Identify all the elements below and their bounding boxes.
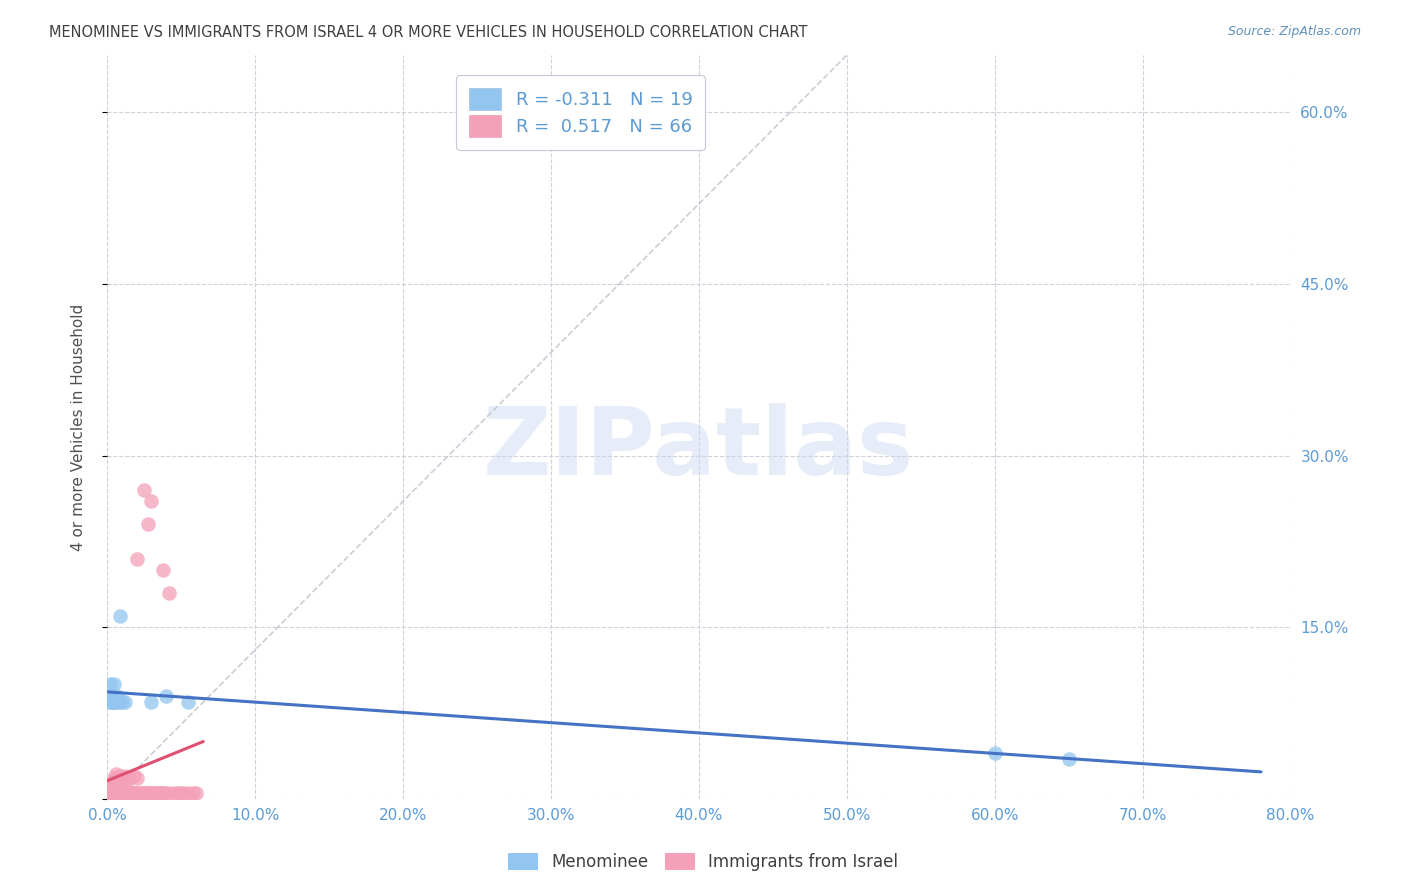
Point <box>184 786 207 800</box>
Text: ZIPatlas: ZIPatlas <box>484 403 914 495</box>
Point <box>104 766 127 780</box>
Point <box>138 517 160 532</box>
Point <box>108 774 131 789</box>
Point <box>118 786 141 800</box>
Text: MENOMINEE VS IMMIGRANTS FROM ISRAEL 4 OR MORE VEHICLES IN HOUSEHOLD CORRELATION : MENOMINEE VS IMMIGRANTS FROM ISRAEL 4 OR… <box>49 25 807 40</box>
Point <box>155 689 177 703</box>
Point <box>115 780 138 795</box>
Point <box>108 694 131 708</box>
Point <box>111 694 134 708</box>
Point <box>107 786 129 800</box>
Point <box>103 786 125 800</box>
Point <box>143 786 166 800</box>
Point <box>118 771 141 785</box>
Point <box>114 769 136 783</box>
Point <box>103 677 125 691</box>
Point <box>108 786 131 800</box>
Point <box>112 786 135 800</box>
Point <box>132 483 155 497</box>
Point <box>101 786 124 800</box>
Point <box>127 786 149 800</box>
Point <box>104 694 127 708</box>
Point <box>177 694 200 708</box>
Text: Source: ZipAtlas.com: Source: ZipAtlas.com <box>1227 25 1361 38</box>
Point <box>141 786 163 800</box>
Point <box>157 586 180 600</box>
Point <box>107 771 129 785</box>
Point <box>100 689 122 703</box>
Point <box>170 786 193 800</box>
Point <box>101 780 124 795</box>
Point <box>98 786 121 800</box>
Legend: Menominee, Immigrants from Israel: Menominee, Immigrants from Israel <box>499 845 907 880</box>
Point <box>122 786 145 800</box>
Point <box>128 786 150 800</box>
Point <box>111 786 134 800</box>
Point <box>173 786 195 800</box>
Point <box>114 786 136 800</box>
Point <box>983 746 1005 760</box>
Point <box>132 786 155 800</box>
Point <box>155 786 177 800</box>
Point <box>98 694 121 708</box>
Legend: R = -0.311   N = 19, R =  0.517   N = 66: R = -0.311 N = 19, R = 0.517 N = 66 <box>456 75 704 150</box>
Point <box>152 563 174 577</box>
Point <box>125 551 148 566</box>
Point <box>98 677 121 691</box>
Point <box>136 786 159 800</box>
Point <box>181 786 204 800</box>
Point <box>97 689 120 703</box>
Point <box>167 786 190 800</box>
Point <box>124 786 146 800</box>
Point <box>100 774 122 789</box>
Y-axis label: 4 or more Vehicles in Household: 4 or more Vehicles in Household <box>72 303 86 550</box>
Point <box>177 786 200 800</box>
Point <box>163 786 186 800</box>
Point <box>138 786 160 800</box>
Point <box>103 694 125 708</box>
Point <box>149 786 172 800</box>
Point <box>125 771 148 785</box>
Point <box>131 786 153 800</box>
Point <box>100 694 122 708</box>
Point <box>110 786 132 800</box>
Point <box>100 786 122 800</box>
Point <box>122 769 145 783</box>
Point <box>157 786 180 800</box>
Point <box>114 694 136 708</box>
Point <box>117 786 139 800</box>
Point <box>97 786 120 800</box>
Point <box>110 769 132 783</box>
Point <box>150 786 173 800</box>
Point <box>98 780 121 795</box>
Point <box>107 689 129 703</box>
Point <box>110 608 132 623</box>
Point <box>125 786 148 800</box>
Point <box>101 694 124 708</box>
Point <box>142 786 165 800</box>
Point <box>145 786 167 800</box>
Point <box>129 786 152 800</box>
Point <box>139 786 162 800</box>
Point <box>1057 752 1080 766</box>
Point <box>104 786 127 800</box>
Point <box>152 786 174 800</box>
Point <box>115 786 138 800</box>
Point <box>120 786 142 800</box>
Point <box>121 786 143 800</box>
Point <box>103 771 125 785</box>
Point <box>148 786 170 800</box>
Point <box>135 786 157 800</box>
Point <box>141 694 163 708</box>
Point <box>111 780 134 795</box>
Point <box>141 494 163 508</box>
